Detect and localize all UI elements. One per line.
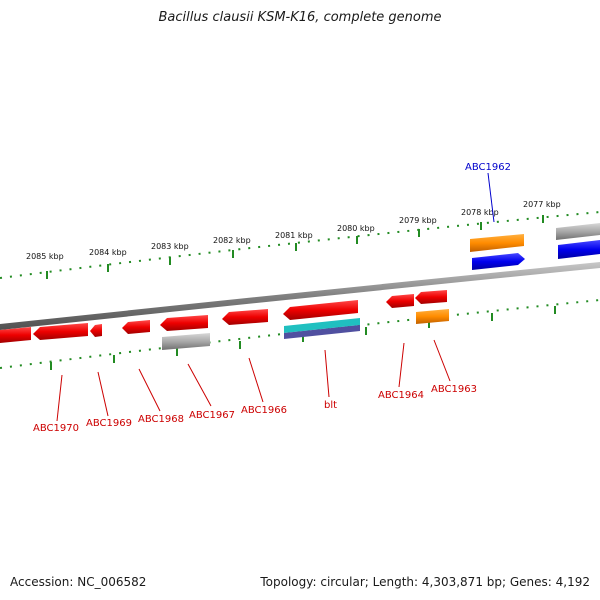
- tick-label: 2080 kbp: [337, 224, 375, 233]
- gene-label-ABC1969: ABC1969: [86, 418, 132, 429]
- red-cds-1963: [415, 290, 447, 304]
- forward-features: [470, 223, 600, 270]
- inner-major-ticks: [50, 306, 556, 370]
- gene-label-blt: blt: [324, 400, 337, 411]
- genome-backbone: [0, 262, 600, 330]
- blue-cds-1962: [472, 253, 525, 270]
- gene-labels: ABC1962 ABC1970 ABC1969 ABC1968 ABC1967 …: [33, 162, 511, 434]
- red-cds-blt: [283, 300, 358, 320]
- red-cds-1969a: [33, 323, 88, 340]
- tick-label: 2082 kbp: [213, 236, 251, 245]
- accession-text: Accession: NC_006582: [10, 575, 147, 589]
- red-cds-1968: [122, 320, 150, 334]
- tick-label: 2085 kbp: [26, 252, 64, 261]
- map-title: Bacillus clausii KSM-K16, complete genom…: [158, 10, 442, 25]
- orange-feature-1962: [470, 234, 524, 252]
- gene-label-ABC1962: ABC1962: [465, 162, 511, 173]
- tick-label: 2077 kbp: [523, 200, 561, 209]
- genome-summary-text: Topology: circular; Length: 4,303,871 bp…: [260, 575, 590, 589]
- gene-label-ABC1967: ABC1967: [189, 410, 235, 421]
- reverse-features: [0, 290, 449, 350]
- orange-feature-1963: [416, 309, 449, 324]
- teal-feature-blt: [284, 318, 360, 333]
- tick-label: 2084 kbp: [89, 248, 127, 257]
- red-cds-1964: [386, 294, 414, 308]
- gene-label-ABC1970: ABC1970: [33, 423, 79, 434]
- gray-feature-1967: [162, 333, 210, 350]
- tick-label: 2081 kbp: [275, 231, 313, 240]
- red-cds-1969b: [90, 324, 102, 337]
- gene-label-ABC1963: ABC1963: [431, 384, 477, 395]
- ruler-tick-labels: 2085 kbp 2084 kbp 2083 kbp 2082 kbp 2081…: [26, 200, 561, 261]
- red-cds-1970: [0, 327, 31, 343]
- tick-label: 2083 kbp: [151, 242, 189, 251]
- purple-feature-blt: [284, 325, 360, 339]
- outer-major-ticks: [46, 215, 544, 279]
- label-connectors: [56, 172, 495, 422]
- gene-label-ABC1964: ABC1964: [378, 390, 424, 401]
- gene-label-ABC1966: ABC1966: [241, 405, 287, 416]
- blue-cds-right: [558, 240, 600, 259]
- red-cds-1967: [160, 315, 208, 331]
- tick-label: 2079 kbp: [399, 216, 437, 225]
- tick-label: 2078 kbp: [461, 208, 499, 217]
- gene-label-ABC1968: ABC1968: [138, 414, 184, 425]
- gray-feature-right: [556, 223, 600, 240]
- red-cds-1966: [222, 309, 268, 325]
